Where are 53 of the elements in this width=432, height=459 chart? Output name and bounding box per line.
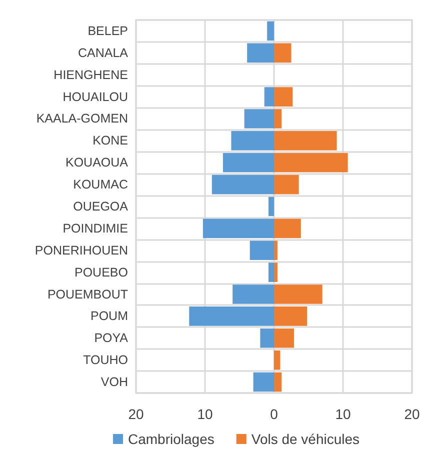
bar: [274, 284, 322, 304]
y-tick-label: POINDIMIE: [62, 221, 128, 236]
bar: [268, 196, 274, 216]
x-tick-label: 20: [404, 406, 420, 422]
bar: [274, 174, 299, 194]
bar: [268, 262, 274, 282]
x-tick-label: 0: [270, 406, 278, 422]
y-tick-label: HOUAILOU: [62, 90, 128, 104]
bar: [274, 328, 294, 348]
bar: [253, 372, 274, 392]
bar: [202, 218, 274, 238]
y-tick-label: KOUAOUA: [65, 156, 129, 170]
bar: [250, 240, 274, 260]
y-tick-label: POYA: [94, 331, 129, 346]
x-tick-label: 20: [128, 406, 144, 422]
bar: [274, 306, 308, 326]
bar: [260, 328, 274, 348]
bar: [274, 372, 282, 392]
bar: [274, 262, 278, 282]
bar: [247, 43, 274, 63]
y-tick-label: HIENGHENE: [54, 68, 128, 82]
bar: [267, 21, 274, 41]
legend-label: Cambriolages: [128, 431, 214, 447]
y-tick-label: BELEP: [88, 24, 128, 38]
bar: [274, 43, 292, 63]
bar: [274, 350, 280, 370]
y-tick-label: POUEMBOUT: [47, 287, 128, 302]
bar: [274, 218, 301, 238]
bar: [212, 174, 274, 194]
x-tick-label: 10: [197, 406, 213, 422]
bar: [244, 109, 274, 128]
bar: [222, 152, 274, 172]
y-tick-label: CANALA: [78, 46, 129, 60]
y-tick-label: KAALA-GOMEN: [36, 112, 128, 126]
bar: [232, 284, 274, 304]
bar: [274, 240, 278, 260]
y-tick-label: POUM: [90, 309, 128, 324]
y-tick-label: KOUMAC: [73, 178, 128, 192]
y-tick-label: PONERIHOUEN: [34, 243, 128, 258]
legend-label: Vols de véhicules: [251, 431, 360, 447]
bar: [274, 131, 337, 150]
y-tick-label: KONE: [92, 134, 128, 148]
bar: [189, 306, 274, 326]
y-tick-label: OUEGOA: [73, 200, 129, 214]
y-tick-label: VOH: [100, 375, 128, 390]
y-tick-label: TOUHO: [83, 353, 128, 368]
bar: [264, 87, 274, 106]
bar: [274, 109, 282, 128]
y-tick-label: POUEBO: [74, 265, 128, 280]
bar: [231, 131, 274, 150]
x-tick-label: 10: [335, 406, 351, 422]
bar: [274, 87, 293, 106]
bar: [274, 152, 348, 172]
